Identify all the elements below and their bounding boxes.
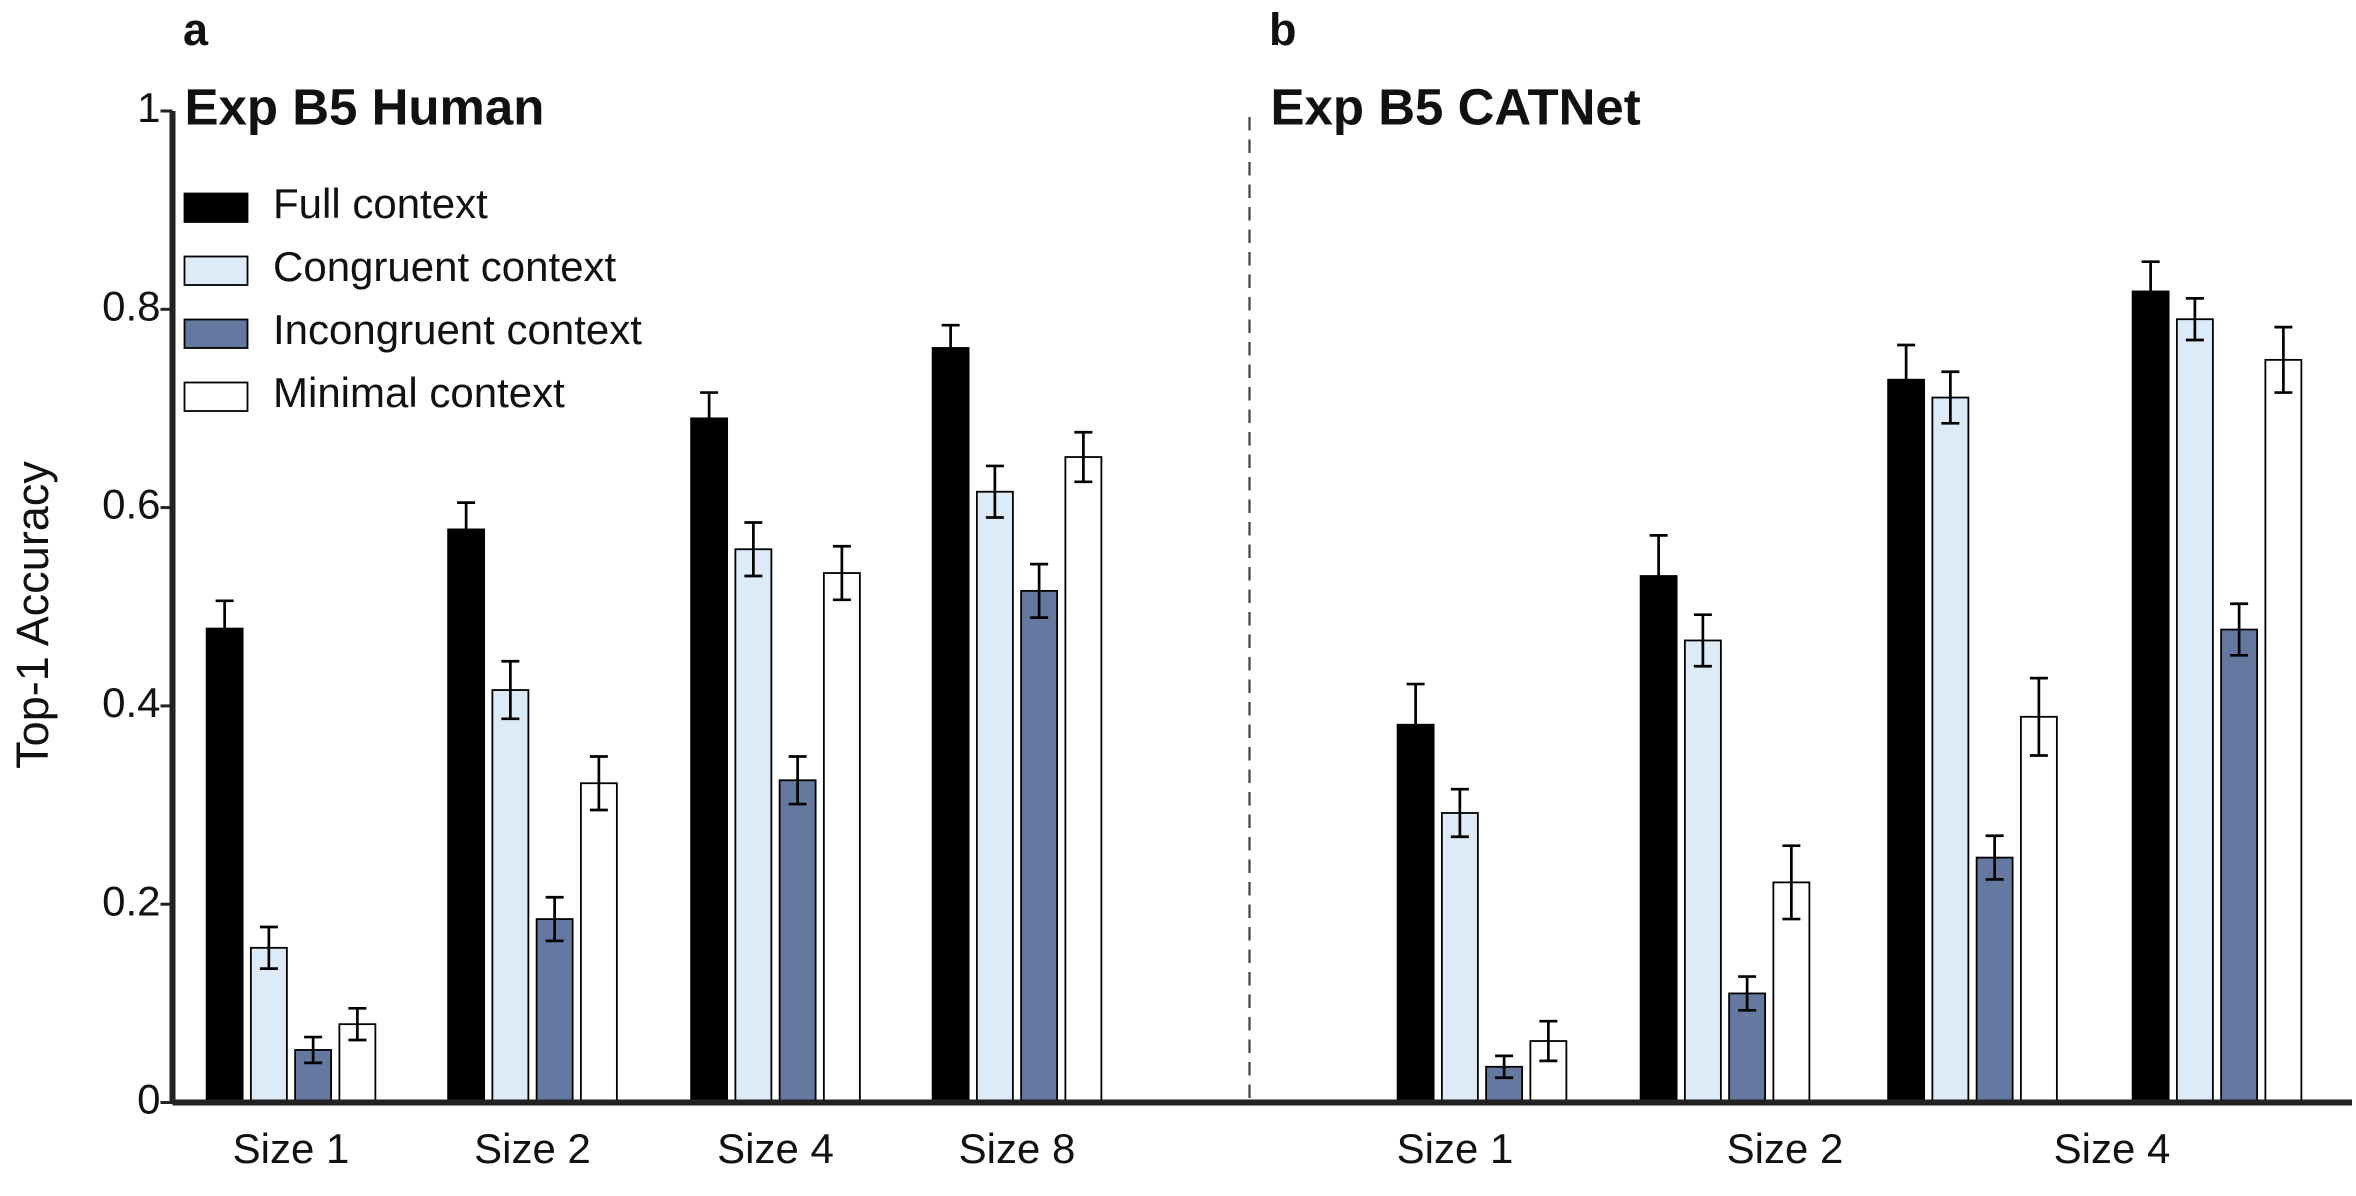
- error-bar: [2230, 602, 2249, 657]
- bar: [491, 689, 530, 1104]
- error-bar: [1450, 787, 1469, 839]
- legend-label: Full context: [273, 180, 488, 227]
- bar: [1683, 639, 1722, 1104]
- bar: [1529, 1040, 1568, 1104]
- bar: [931, 347, 970, 1104]
- bar: [1975, 856, 2014, 1104]
- legend-swatch: [183, 381, 249, 412]
- error-bar: [1495, 1054, 1514, 1080]
- error-bar: [1539, 1019, 1558, 1063]
- bar: [2131, 290, 2170, 1104]
- error-bar: [1782, 844, 1801, 921]
- error-bar: [215, 599, 234, 658]
- error-bar: [1649, 534, 1668, 619]
- error-bar: [304, 1035, 323, 1065]
- error-bar: [2029, 676, 2048, 757]
- y-tick-label: 0.8: [102, 282, 160, 329]
- x-tick-label: Size 1: [233, 1125, 350, 1172]
- legend-label: Incongruent context: [273, 306, 642, 353]
- bar: [690, 417, 729, 1104]
- error-bar: [1985, 834, 2004, 881]
- x-tick-label: Size 4: [717, 1125, 834, 1172]
- legend-label: Minimal context: [273, 369, 565, 416]
- panel-letter: b: [1269, 4, 1297, 55]
- error-bar: [2141, 260, 2160, 323]
- bar: [579, 782, 618, 1104]
- bar: [2220, 628, 2259, 1104]
- error-bar: [348, 1006, 367, 1042]
- bar: [535, 918, 574, 1104]
- x-tick-label: Size 8: [959, 1125, 1076, 1172]
- y-axis-label: Top-1 Accuracy: [7, 461, 58, 769]
- bar: [1396, 723, 1435, 1104]
- y-tick-label: 1: [137, 84, 160, 131]
- y-tick-label: 0.2: [102, 877, 160, 924]
- bar: [734, 548, 773, 1104]
- bar: [1064, 456, 1103, 1104]
- error-bar: [700, 391, 719, 446]
- bar: [822, 572, 861, 1104]
- legend-swatch: [183, 192, 249, 223]
- panel-letter: a: [183, 4, 209, 55]
- figure: a Exp B5 Human Top-1 Accuracy Size 1 Size 2 S…: [7, 4, 2352, 1172]
- bar: [249, 946, 288, 1104]
- error-bar: [259, 925, 278, 970]
- legend-swatch: [183, 318, 249, 349]
- y-tick-label: 0.4: [102, 679, 160, 726]
- error-bar: [2274, 325, 2293, 394]
- error-bar: [1406, 682, 1425, 767]
- bar: [778, 779, 817, 1104]
- error-bar: [1738, 975, 1757, 1012]
- bar: [447, 528, 486, 1104]
- y-tick-label: 0.6: [102, 481, 160, 528]
- bar: [1020, 589, 1059, 1104]
- bar: [1887, 378, 1926, 1104]
- x-tick-label: Size 2: [474, 1125, 591, 1172]
- error-bar: [457, 501, 476, 558]
- y-tick-label: 0: [137, 1076, 160, 1123]
- error-bar: [2185, 297, 2204, 342]
- bar: [2264, 358, 2303, 1104]
- bar: [975, 490, 1014, 1104]
- error-bar: [941, 323, 960, 373]
- error-bar: [744, 521, 763, 578]
- bar: [1931, 396, 1970, 1104]
- x-tick-label: Size 1: [1397, 1125, 1514, 1172]
- bar: [205, 627, 244, 1104]
- error-bar: [788, 755, 807, 806]
- x-tick-label: Size 4: [2054, 1125, 2171, 1172]
- legend-label: Congruent context: [273, 243, 617, 290]
- chart-title: Exp B5 Human: [185, 78, 545, 135]
- error-bar: [1693, 613, 1712, 668]
- error-bar: [545, 895, 564, 943]
- error-bar: [832, 544, 851, 602]
- error-bar: [501, 659, 520, 721]
- bar: [2019, 715, 2058, 1104]
- error-bar: [1030, 562, 1049, 620]
- error-bar: [1941, 370, 1960, 425]
- bar: [1639, 575, 1678, 1104]
- error-bar: [1074, 430, 1093, 484]
- bar: [1440, 812, 1479, 1104]
- error-bar: [1897, 343, 1916, 416]
- x-tick-label: Size 2: [1727, 1125, 1844, 1172]
- chart-title: Exp B5 CATNet: [1271, 78, 1641, 135]
- error-bar: [985, 464, 1004, 519]
- legend-swatch: [183, 255, 249, 286]
- error-bar: [589, 755, 608, 812]
- bar: [2175, 318, 2214, 1104]
